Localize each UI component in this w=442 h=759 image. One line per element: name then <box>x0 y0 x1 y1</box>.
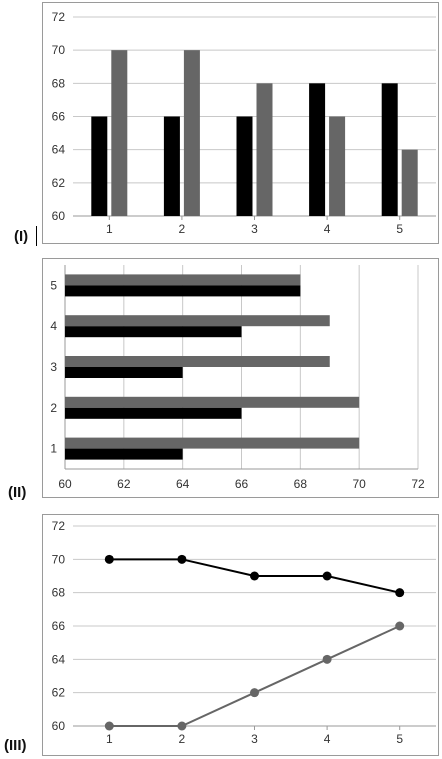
data-point <box>177 721 187 731</box>
x-tick-label: 70 <box>352 477 366 491</box>
y-tick-label: 2 <box>50 401 57 415</box>
y-tick-label: 4 <box>50 319 57 333</box>
x-tick-label: 4 <box>324 732 331 746</box>
line-chart: 60 62 64 66 68 70 72 1 2 3 4 5 <box>52 519 436 746</box>
vertical-bar-chart: 60 62 64 66 68 70 72 1 2 3 4 5 <box>52 10 436 236</box>
panel-label-3: (III) <box>4 737 27 754</box>
bar <box>65 326 242 338</box>
chart-panel-3: 60 62 64 66 68 70 72 1 2 3 4 5 <box>42 514 439 756</box>
bar <box>65 448 183 460</box>
data-point <box>177 554 187 564</box>
y-tick-label: 68 <box>52 76 66 90</box>
x-tick-label: 4 <box>324 222 331 236</box>
x-tick-label: 5 <box>396 732 403 746</box>
bar <box>236 116 253 216</box>
x-tick-label: 3 <box>251 222 258 236</box>
bar <box>65 356 330 367</box>
data-point <box>395 621 405 631</box>
bar <box>256 83 273 216</box>
data-point <box>322 571 332 581</box>
data-point <box>250 688 259 698</box>
y-tick-label: 3 <box>50 360 57 374</box>
bar <box>401 149 418 216</box>
bar <box>65 437 360 449</box>
x-tick-label: 1 <box>106 222 113 236</box>
bar <box>65 407 242 419</box>
x-tick-label: 68 <box>294 477 308 491</box>
x-tick-label: 3 <box>251 732 258 746</box>
x-tick-label: 60 <box>58 477 72 491</box>
y-tick-label: 64 <box>52 652 66 666</box>
bar <box>65 396 360 408</box>
bar <box>65 285 301 297</box>
y-tick-label: 5 <box>50 278 57 292</box>
y-tick-label: 66 <box>52 110 66 124</box>
chart-panel-2: 60 62 64 66 68 70 72 1 2 3 4 5 <box>42 258 439 498</box>
y-tick-label: 64 <box>52 143 66 157</box>
bar <box>183 50 200 216</box>
data-point <box>322 654 332 664</box>
x-tick-label: 2 <box>179 222 186 236</box>
text-cursor <box>36 226 37 246</box>
x-tick-label: 66 <box>235 477 249 491</box>
bar <box>65 315 330 327</box>
x-tick-label: 1 <box>106 732 113 746</box>
chart-panel-1: 60 62 64 66 68 70 72 1 2 3 4 5 <box>42 2 439 244</box>
x-tick-label: 64 <box>176 477 190 491</box>
panel-label-2: (II) <box>8 484 27 501</box>
horizontal-bar-chart: 60 62 64 66 68 70 72 1 2 3 4 5 <box>50 265 425 491</box>
y-tick-label: 60 <box>52 719 66 733</box>
x-tick-label: 62 <box>117 477 131 491</box>
y-tick-label: 72 <box>52 519 66 533</box>
y-tick-label: 70 <box>52 43 66 57</box>
y-tick-label: 70 <box>52 552 66 566</box>
x-tick-label: 5 <box>396 222 403 236</box>
bar <box>91 116 108 216</box>
y-tick-label: 72 <box>52 10 66 24</box>
y-tick-label: 1 <box>50 442 57 456</box>
bar <box>65 367 183 378</box>
data-point <box>395 588 405 598</box>
y-tick-label: 68 <box>52 586 66 600</box>
panel-label-1: (I) <box>14 228 29 245</box>
y-tick-label: 60 <box>52 209 66 223</box>
bar <box>381 83 398 216</box>
data-point <box>250 571 259 581</box>
data-point <box>104 554 114 564</box>
bar <box>329 116 346 216</box>
data-point <box>104 721 114 731</box>
x-tick-label: 72 <box>411 477 425 491</box>
bar <box>111 50 128 216</box>
x-tick-label: 2 <box>179 732 186 746</box>
bar <box>65 274 301 286</box>
y-tick-label: 62 <box>52 686 66 700</box>
series-line <box>109 625 401 727</box>
bar <box>309 83 326 216</box>
bar <box>163 116 180 216</box>
y-tick-label: 66 <box>52 619 66 633</box>
y-tick-label: 62 <box>52 176 66 190</box>
